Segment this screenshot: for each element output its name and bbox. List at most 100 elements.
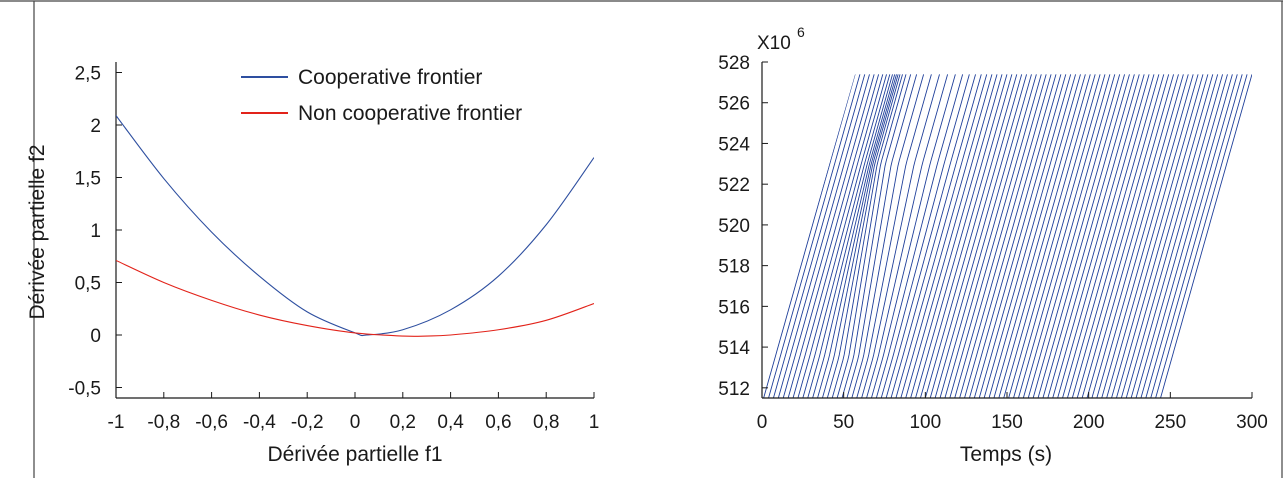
left-x-tick-label: -0,2 (291, 412, 324, 433)
right-y-tick-label: 518 (718, 257, 750, 278)
series-trace (993, 74, 1086, 398)
series-trace (1130, 74, 1224, 398)
series-trace (1013, 74, 1106, 398)
series-line-cooperative (116, 115, 594, 337)
envelope-mask (762, 62, 856, 398)
series-trace (1086, 74, 1179, 398)
series-trace (1057, 74, 1150, 398)
series-trace (949, 74, 1042, 398)
left-x-tick-label: -0,4 (243, 412, 276, 433)
left-x-tick-label: 0 (350, 412, 361, 433)
left-x-tick-label: 1 (589, 412, 600, 433)
left-x-tick-label: 0,6 (485, 412, 511, 433)
series-trace (851, 74, 925, 398)
series-trace (1150, 74, 1243, 398)
left-axes: -1 -0,8 -0,6 -0,4 -0,2 0 0,2 0,4 0,6 0,8 1 -0,5 0 0,5… (68, 62, 599, 433)
series-trace (1120, 74, 1214, 398)
series-trace (885, 74, 977, 398)
series-trace (915, 74, 1008, 398)
series-trace (919, 74, 1013, 398)
right-y-tick-label: 522 (718, 175, 750, 196)
series-trace (959, 74, 1052, 398)
series-trace (998, 74, 1091, 398)
series-trace (1155, 74, 1248, 398)
right-x-axis-label: Temps (s) (960, 443, 1052, 466)
right-y-tick-label: 526 (718, 94, 750, 115)
series-trace (1042, 74, 1135, 398)
series-trace (1037, 74, 1130, 398)
series-trace (1066, 74, 1160, 398)
series-trace (1017, 74, 1111, 398)
left-x-tick-label: 0,4 (437, 412, 464, 433)
series-trace (861, 74, 940, 398)
series-trace (1096, 74, 1189, 398)
series-trace (1027, 74, 1121, 398)
series-trace (929, 74, 1023, 398)
series-trace (1106, 74, 1199, 398)
left-x-tick-label: 0,8 (533, 412, 559, 433)
series-trace (1047, 74, 1140, 398)
series-trace (1140, 74, 1233, 398)
left-x-tick-label: -1 (108, 412, 125, 433)
series-trace (978, 74, 1072, 398)
left-y-tick-label: 1,5 (75, 169, 101, 190)
right-series (762, 62, 1252, 398)
right-y-multiplier-exponent: 6 (797, 24, 805, 40)
series-trace (802, 74, 891, 398)
left-y-tick-label: 1 (90, 221, 101, 242)
series-trace (895, 74, 988, 398)
series-trace (763, 74, 856, 398)
series-trace (1008, 74, 1101, 398)
left-x-tick-label: 0,2 (390, 412, 416, 433)
series-trace (1062, 74, 1155, 398)
series-trace (812, 74, 896, 398)
series-trace (797, 74, 887, 398)
series-trace (910, 74, 1003, 398)
series-trace (821, 74, 899, 398)
left-x-tick-label: -0,8 (147, 412, 180, 433)
right-x-tick-label: 200 (1073, 412, 1105, 433)
series-trace (983, 74, 1077, 398)
series-trace (817, 74, 897, 398)
series-trace (768, 74, 861, 398)
series-trace (777, 74, 870, 398)
left-y-tick-label: 0,5 (75, 274, 101, 295)
series-trace (782, 74, 875, 398)
series-trace (1032, 74, 1126, 398)
left-y-tick-label: 2,5 (75, 64, 101, 85)
series-trace (1091, 74, 1184, 398)
series-trace (934, 74, 1028, 398)
right-x-tick-label: 100 (909, 412, 941, 433)
right-x-tick-label: 300 (1236, 412, 1268, 433)
series-trace (1160, 74, 1252, 398)
series-trace (1145, 74, 1238, 398)
right-y-tick-label: 516 (718, 297, 750, 318)
right-x-tick-label: 0 (757, 412, 768, 433)
series-trace (1071, 74, 1165, 398)
series-trace (836, 74, 907, 398)
left-x-tick-label: -0,6 (195, 412, 228, 433)
left-x-axis-label: Dérivée partielle f1 (267, 443, 442, 466)
series-trace (1076, 74, 1170, 398)
series-trace (1081, 74, 1175, 398)
series-trace (939, 74, 1032, 398)
series-trace (856, 74, 932, 398)
right-x-tick-label: 50 (833, 412, 854, 433)
series-trace (905, 74, 998, 398)
top-mask (762, 62, 1252, 75)
series-trace (1022, 74, 1116, 398)
series-trace (841, 74, 912, 398)
left-legend: Cooperative frontier Non cooperative fro… (241, 66, 522, 125)
left-chart: -1 -0,8 -0,6 -0,4 -0,2 0 0,2 0,4 0,6 0,8 1 -0,5 0 0,5… (26, 62, 599, 466)
legend-label-cooperative: Cooperative frontier (298, 66, 482, 89)
series-trace (826, 74, 901, 398)
right-x-tick-label: 150 (991, 412, 1023, 433)
left-series (116, 115, 594, 337)
series-trace (900, 74, 993, 398)
series-trace (772, 74, 866, 398)
series-trace (973, 74, 1067, 398)
left-y-tick-label: -0,5 (68, 379, 101, 400)
series-trace (964, 74, 1057, 398)
series-trace (831, 74, 903, 398)
